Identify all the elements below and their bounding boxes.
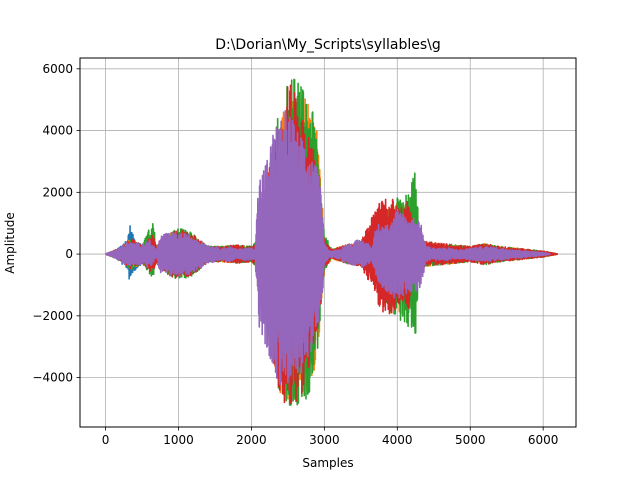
y-tick-label: 6000 xyxy=(42,62,73,76)
x-axis-label: Samples xyxy=(302,456,353,470)
x-tick-label: 5000 xyxy=(455,433,486,447)
x-tick-label: 2000 xyxy=(236,433,267,447)
x-tick-label: 0 xyxy=(102,433,110,447)
y-tick-label: 2000 xyxy=(42,185,73,199)
x-tick-label: 6000 xyxy=(528,433,559,447)
y-axis-label: Amplitude xyxy=(3,212,17,274)
y-tick-label: 0 xyxy=(65,247,73,261)
y-tick-label: −2000 xyxy=(32,309,73,323)
x-tick-label: 4000 xyxy=(382,433,413,447)
y-tick-label: 4000 xyxy=(42,124,73,138)
chart-title: D:\Dorian\My_Scripts\syllables\g xyxy=(215,37,441,53)
y-tick-label: −4000 xyxy=(32,371,73,385)
tick-layer: 0 1000 2000 3000 4000 5000 6000 −4000 −2000 0 2000… xyxy=(32,62,558,447)
plot-area xyxy=(105,78,559,406)
x-tick-label: 1000 xyxy=(163,433,194,447)
x-tick-label: 3000 xyxy=(309,433,340,447)
series-5-waveform xyxy=(105,109,551,386)
axes-frame xyxy=(79,57,577,428)
